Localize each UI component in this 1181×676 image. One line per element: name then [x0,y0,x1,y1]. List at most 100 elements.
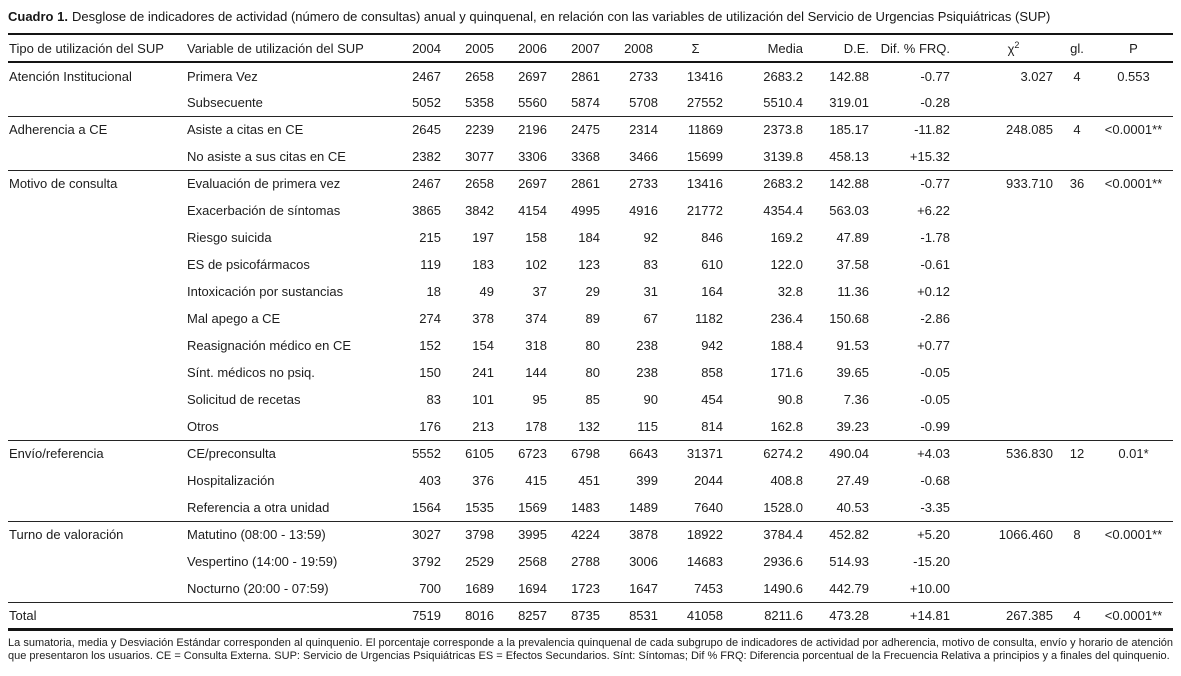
cell-p [1094,332,1173,359]
table-row: Subsecuente 5052 5358 5560 5874 5708 275… [8,89,1173,116]
table-row: Riesgo suicida 215 197 158 184 92 846 16… [8,224,1173,251]
cell-2004: 215 [419,230,441,245]
cell-tipo [8,548,186,575]
cell-2004: 119 [420,257,441,272]
cell-2008: 6643 [629,446,658,462]
cell-variable [186,602,398,629]
cell-2006: 4154 [518,203,547,218]
col-header-2004: 2004 [412,40,441,56]
cell-2007: 5874 [571,94,600,110]
cell-chi2 [967,386,1060,413]
cell-sum: 41058 [686,607,723,623]
cell-2007: 2788 [571,554,600,569]
cell-2004: 150 [419,365,441,380]
cell-2008: 5708 [629,94,658,110]
cell-variable: Referencia a otra unidad [187,499,330,515]
cell-dif-frq: -2.86 [920,311,950,326]
cell-p [1094,143,1173,170]
cell-dif-frq: +15.32 [909,148,950,164]
cell-chi2: 536.830 [1006,446,1053,462]
cell-sum: 13416 [686,68,723,84]
cell-p [1094,494,1173,521]
cell-2006: 5560 [518,94,547,110]
cell-2007: 80 [585,338,600,353]
cell-chi2 [967,359,1060,386]
cell-media: 3784.4 [763,527,803,543]
cell-gl [1060,359,1094,386]
cell-tipo [8,224,186,251]
cell-chi2 [967,548,1060,575]
cell-2004: 176 [419,418,441,434]
cell-2008: 238 [636,338,658,353]
cell-2004: 2645 [412,122,441,138]
cell-2008: 2733 [629,68,658,84]
cell-sum: 27552 [686,94,723,110]
cell-gl [1060,548,1094,575]
cell-2006: 2568 [518,554,547,569]
cell-2005: 101 [472,392,494,407]
cell-2004: 403 [419,473,441,488]
cell-2005: 3842 [465,203,494,218]
cell-dif-frq: -3.35 [920,499,950,515]
cell-gl [1060,494,1094,521]
cell-2006: 144 [525,365,547,380]
cell-media: 32.8 [777,284,803,299]
cell-gl: 36 [1069,176,1085,192]
cell-2008: 3466 [629,148,658,164]
cell-chi2: 3.027 [1020,68,1053,84]
cell-2008: 83 [643,257,658,272]
cell-variable: Matutino (08:00 - 13:59) [187,527,326,543]
cell-de: 27.49 [836,473,869,488]
col-header-media: Media [767,40,803,56]
cell-gl: 4 [1073,122,1081,138]
cell-2006: 1569 [518,499,547,515]
cell-tipo [8,143,186,170]
cell-tipo [8,89,186,116]
cell-variable: No asiste a sus citas en CE [187,148,346,164]
cell-variable: Solicitud de recetas [187,392,301,407]
cell-2007: 1723 [571,580,600,596]
table-row: Envío/referencia CE/preconsulta 5552 610… [8,440,1173,467]
cell-de: 142.88 [829,176,869,192]
cell-2007: 80 [585,365,600,380]
cell-tipo: Adherencia a CE [9,122,108,138]
cell-2007: 2861 [571,68,600,84]
cell-variable: Exacerbación de síntomas [187,203,341,218]
cell-de: 142.88 [829,68,869,84]
table-row: Solicitud de recetas 83 101 95 85 90 454… [8,386,1173,413]
cell-2005: 2658 [465,68,494,84]
cell-media: 3139.8 [763,148,803,164]
table-group: Turno de valoración Matutino (08:00 - 13… [8,521,1173,602]
table-row: Turno de valoración Matutino (08:00 - 13… [8,521,1173,548]
cell-variable: CE/preconsulta [187,446,276,462]
cell-chi2: 1066.460 [998,527,1053,543]
cell-variable: Vespertino (14:00 - 19:59) [187,554,338,569]
cell-dif-frq: -0.77 [920,176,950,192]
cell-2005: 1689 [465,580,494,596]
cell-p [1094,251,1173,278]
cell-variable: Reasignación médico en CE [187,338,352,353]
cell-2005: 241 [472,365,494,380]
cell-variable: Evaluación de primera vez [187,176,341,192]
cell-tipo: Total [9,607,37,623]
col-header-gl: gl. [1070,40,1084,56]
cell-2004: 3792 [412,554,441,569]
cell-2004: 3865 [412,203,441,218]
cell-dif-frq: +0.77 [917,338,950,353]
cell-p [1094,386,1173,413]
col-header-dif-frq: Dif. % FRQ. [880,40,950,56]
cell-chi2 [967,224,1060,251]
cell-2005: 5358 [465,94,494,110]
cell-2006: 2697 [518,176,547,192]
cell-de: 473.28 [829,607,869,623]
cell-sum: 814 [701,418,723,434]
cell-2007: 132 [578,418,600,434]
cell-media: 122.0 [770,257,803,272]
cell-gl [1060,305,1094,332]
cell-gl [1060,386,1094,413]
cell-2008: 92 [643,230,658,245]
cell-variable: Nocturno (20:00 - 07:59) [187,580,329,596]
cell-dif-frq: +4.03 [917,446,950,462]
cell-dif-frq: -0.99 [920,418,950,434]
cell-2004: 152 [419,338,441,353]
